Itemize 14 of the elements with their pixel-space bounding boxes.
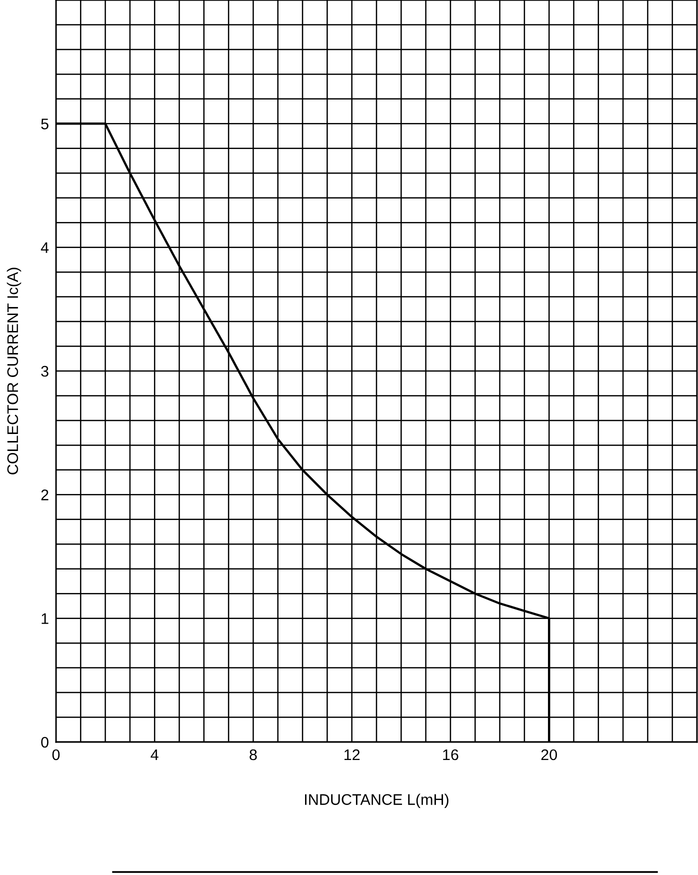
y-axis-title: COLLECTOR CURRENT Ic(A) [6, 268, 22, 474]
x-axis-title: INDUCTANCE L(mH) [305, 794, 448, 808]
y-tick-label: 5 [41, 118, 48, 130]
x-tick-label: 20 [541, 749, 557, 760]
x-tick-label: 4 [150, 750, 158, 760]
y-tick-label: 1 [42, 613, 48, 624]
x-tick-label: 8 [250, 749, 257, 760]
y-tick-label: 0 [41, 736, 48, 748]
y-tick-label: 4 [40, 242, 49, 253]
x-tick-label: 0 [52, 749, 60, 760]
x-tick-label: 16 [443, 749, 458, 760]
x-tick-label: 12 [344, 749, 360, 760]
y-tick-label: 3 [41, 366, 48, 377]
y-tick-label: 2 [41, 490, 48, 500]
